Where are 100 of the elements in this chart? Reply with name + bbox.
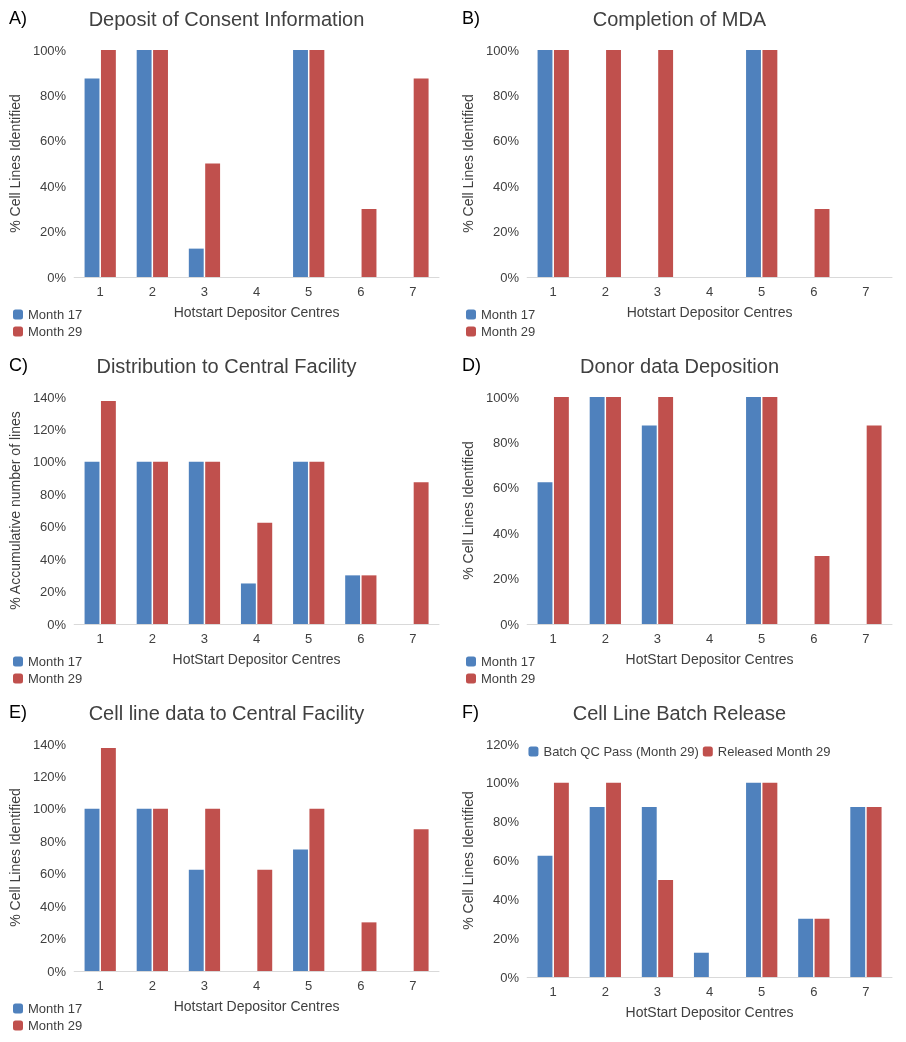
bar [345, 575, 361, 624]
x-tick-label: 3 [653, 631, 662, 646]
y-tick-label: 140% [32, 389, 67, 405]
bar [136, 808, 152, 971]
bar [814, 918, 830, 977]
y-tick-label: 40% [40, 178, 67, 194]
y-tick-label: 20% [493, 930, 520, 946]
x-tick-label: 2 [148, 284, 156, 299]
bar [762, 397, 778, 624]
x-tick-label: 5 [758, 631, 766, 646]
x-tick-label: 5 [305, 978, 313, 993]
bar [762, 782, 778, 977]
y-tick-label: 80% [40, 833, 67, 849]
y-tick-label: 0% [500, 269, 520, 285]
chart-title: Donor data Deposition [579, 355, 780, 377]
legend-label: Month 17 [28, 1001, 83, 1016]
x-tick-label: 1 [96, 631, 104, 646]
y-tick-label: 0% [47, 963, 67, 979]
x-axis-title: Hotstart Depositor Centres [173, 304, 340, 320]
y-tick-label: 40% [493, 891, 520, 907]
bar [309, 461, 325, 624]
bar [136, 50, 152, 277]
x-tick-label: 1 [549, 284, 557, 299]
bar [205, 461, 221, 624]
bar [413, 78, 429, 277]
x-tick-label: 5 [305, 284, 313, 299]
y-tick-label: 60% [493, 133, 520, 149]
bar [413, 829, 429, 971]
x-tick-label: 1 [549, 984, 557, 999]
x-axis-title: Hotstart Depositor Centres [626, 304, 793, 320]
bar [553, 782, 569, 977]
bar [866, 425, 882, 624]
bar [537, 482, 553, 624]
y-tick-label: 40% [40, 898, 67, 914]
text: F) [462, 702, 479, 722]
bar [589, 397, 605, 624]
x-tick-label: 4 [252, 978, 261, 993]
bar [100, 50, 116, 277]
x-tick-label: 5 [305, 631, 313, 646]
x-tick-label: 6 [357, 284, 365, 299]
bar [188, 869, 204, 971]
y-tick-label: 100% [485, 775, 520, 791]
y-tick-label: 80% [40, 87, 67, 103]
bar [153, 461, 168, 624]
y-axis-title: % Cell Lines Identified [7, 94, 23, 233]
bar [153, 50, 168, 277]
y-tick-label: 20% [40, 224, 67, 240]
y-tick-label: 40% [40, 551, 67, 567]
x-tick-label: 6 [810, 631, 818, 646]
y-tick-label: 60% [493, 480, 520, 496]
x-tick-label: 2 [148, 631, 156, 646]
bar [293, 849, 308, 971]
bar [257, 869, 273, 971]
x-axis-title: HotStart Depositor Centres [625, 651, 794, 667]
bar [693, 952, 709, 977]
x-tick-label: 4 [705, 984, 714, 999]
legend-label: Month 29 [28, 1018, 83, 1033]
bar [240, 583, 256, 624]
y-tick-label: 80% [493, 434, 520, 450]
y-tick-label: 60% [40, 519, 67, 535]
legend-label: Released Month 29 [717, 744, 831, 759]
x-tick-label: 5 [758, 984, 766, 999]
y-tick-label: 80% [40, 486, 67, 502]
bar [309, 50, 325, 277]
bar [641, 425, 657, 624]
y-tick-label: 100% [32, 42, 67, 58]
bar [746, 397, 761, 624]
y-tick-label: 20% [493, 224, 520, 240]
x-tick-label: 6 [357, 978, 365, 993]
x-tick-label: 4 [252, 284, 261, 299]
x-tick-label: 7 [862, 631, 870, 646]
x-axis-title: HotStart Depositor Centres [172, 651, 341, 667]
bar [136, 461, 152, 624]
bar [188, 461, 204, 624]
bar [205, 163, 221, 277]
x-tick-label: 4 [705, 284, 714, 299]
y-tick-label: 80% [493, 87, 520, 103]
bar [798, 918, 814, 977]
y-tick-label: 100% [485, 389, 520, 405]
chart-title: Completion of MDA [592, 8, 767, 30]
y-tick-label: 20% [40, 584, 67, 600]
y-tick-label: 60% [493, 853, 520, 868]
y-tick-label: 100% [485, 42, 520, 58]
bar [606, 782, 621, 977]
chart-title: Cell Line Batch Release [572, 702, 787, 724]
x-tick-label: 3 [200, 631, 209, 646]
bar [850, 807, 866, 977]
bar [100, 401, 116, 624]
x-tick-label: 3 [653, 284, 662, 299]
y-tick-label: 20% [493, 571, 520, 587]
y-tick-label: 100% [32, 801, 67, 817]
text: A) [9, 8, 27, 28]
x-tick-label: 3 [653, 984, 662, 999]
bar [257, 522, 273, 624]
bar [188, 248, 204, 277]
y-tick-label: 0% [500, 616, 520, 632]
bar [814, 555, 830, 624]
x-tick-label: 1 [96, 978, 104, 993]
x-tick-label: 7 [862, 284, 870, 299]
bar [658, 397, 674, 624]
